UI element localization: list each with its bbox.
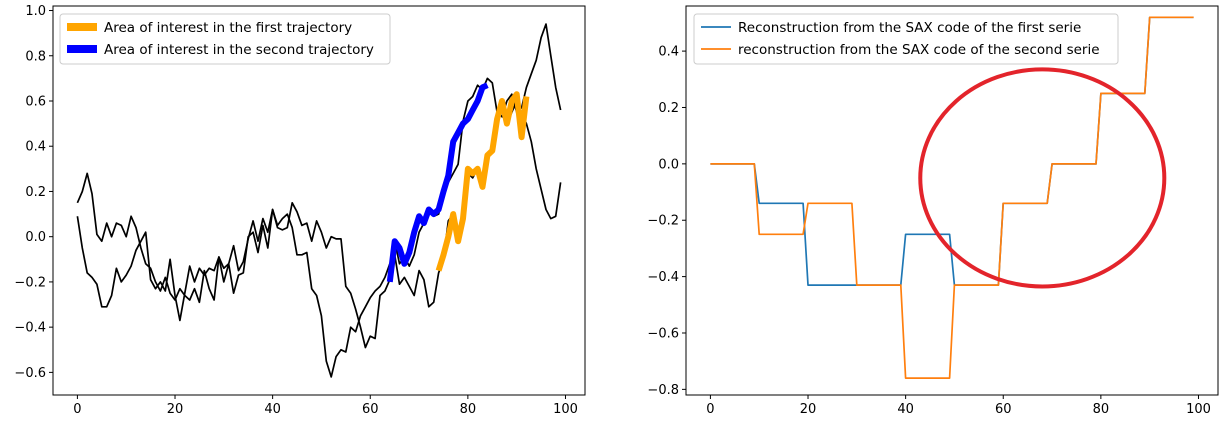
y-tick-label: −0.4 — [14, 321, 46, 336]
y-tick-label: 0.2 — [25, 185, 46, 200]
y-tick-label: −0.8 — [647, 383, 679, 398]
y-tick-label: 0.6 — [25, 94, 46, 109]
axes-frame — [685, 5, 1219, 396]
legend-label: Reconstruction from the SAX code of the … — [738, 20, 1081, 36]
legend-box — [693, 13, 1119, 65]
series-line-2 — [76, 23, 562, 349]
y-tick-label: −0.6 — [14, 366, 46, 381]
y-tick-label: −0.4 — [647, 270, 679, 285]
legend-label: Area of interest in the second trajector… — [104, 42, 374, 58]
x-tick-label: 40 — [264, 402, 281, 417]
y-tick-label: 0.0 — [658, 157, 679, 172]
x-tick-label: 100 — [1186, 402, 1211, 417]
x-tick-label: 0 — [706, 402, 714, 417]
series-line-3 — [435, 91, 530, 272]
series-line-4 — [386, 82, 489, 283]
x-tick-label: 20 — [800, 402, 817, 417]
y-tick-label: 0.4 — [658, 45, 679, 60]
legend: Reconstruction from the SAX code of the … — [693, 13, 1119, 65]
legend-label: Area of interest in the first trajectory — [104, 20, 352, 36]
right-chart-panel: 0 20 40 60 80 100 −0.8 −0.6 −0.4 −0.2 0.0 0.2 0.4 Rec… — [647, 5, 1219, 417]
y-tick-label: 0.2 — [658, 101, 679, 116]
plot-area — [76, 23, 562, 378]
y-tick-label: 1.0 — [25, 4, 46, 19]
x-tick-label: 20 — [167, 402, 184, 417]
x-tick-label: 60 — [362, 402, 379, 417]
x-tick-label: 80 — [1093, 402, 1110, 417]
y-tick-label: −0.6 — [647, 326, 679, 341]
left-chart-panel: 0 20 40 60 80 100 −0.6 −0.4 −0.2 0.0 0.2 0.4 0.6 0.8 1… — [14, 4, 586, 417]
series-line-1 — [76, 100, 562, 378]
x-tick-label: 60 — [995, 402, 1012, 417]
axes-frame — [52, 5, 586, 396]
x-tick-label: 80 — [460, 402, 477, 417]
x-tick-label: 0 — [73, 402, 81, 417]
legend-label: reconstruction from the SAX code of the … — [738, 42, 1100, 58]
x-tick-label: 40 — [897, 402, 914, 417]
series-line-2 — [710, 16, 1194, 379]
highlight-ellipse — [918, 67, 1167, 289]
legend: Area of interest in the first trajectory… — [59, 13, 391, 65]
y-tick-label: −0.2 — [14, 275, 46, 290]
y-tick-label: 0.0 — [25, 230, 46, 245]
plot-area — [710, 16, 1194, 379]
y-tick-label: −0.2 — [647, 214, 679, 229]
y-tick-label: 0.4 — [25, 140, 46, 155]
legend-box — [59, 13, 391, 65]
x-tick-label: 100 — [553, 402, 578, 417]
y-tick-label: 0.8 — [25, 49, 46, 64]
